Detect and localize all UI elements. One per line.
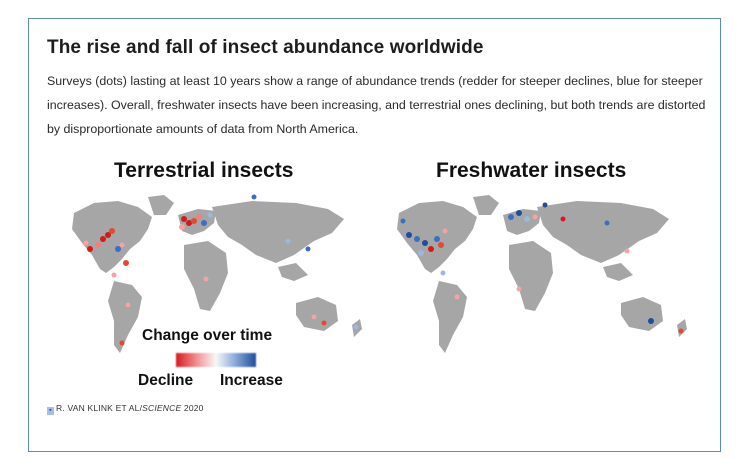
credit-logo-icon: ▪ — [47, 407, 54, 415]
greenland — [148, 195, 174, 215]
survey-dot — [119, 340, 125, 346]
survey-dot — [438, 242, 444, 248]
survey-dot — [678, 328, 684, 334]
legend-decline-label: Decline — [138, 372, 194, 389]
survey-dot — [428, 246, 434, 252]
survey-dot — [123, 260, 129, 266]
asia — [537, 201, 669, 263]
credit-year: 2020 — [181, 403, 204, 413]
survey-dot — [542, 202, 548, 208]
survey-dot — [321, 320, 327, 326]
figure-description: Surveys (dots) lasting at least 10 years… — [47, 74, 706, 136]
europe — [178, 209, 216, 235]
terrestrial-world-map — [72, 194, 362, 353]
image-credit: ▪ R. VAN KLINK ET AL/SCIENCE 2020 — [47, 403, 204, 415]
survey-dot — [87, 246, 93, 252]
survey-dot — [604, 220, 610, 226]
survey-dot — [207, 212, 213, 218]
survey-dot — [434, 236, 440, 242]
survey-dot — [196, 214, 202, 220]
survey-dot — [508, 214, 514, 220]
survey-dot — [83, 240, 89, 246]
survey-dot — [414, 236, 420, 242]
survey-dot — [95, 242, 101, 248]
africa — [184, 241, 228, 311]
south-america — [108, 281, 142, 353]
legend-title: Change over time — [142, 327, 273, 344]
survey-dot — [560, 216, 566, 222]
survey-dot — [201, 220, 207, 226]
survey-dot — [305, 246, 311, 252]
survey-dot — [422, 240, 428, 246]
freshwater-world-map — [397, 195, 687, 353]
survey-dot — [125, 302, 131, 308]
freshwater-map-title: Freshwater insects — [436, 159, 627, 182]
page-title: The rise and fall of insect abundance wo… — [47, 37, 484, 58]
survey-dot — [624, 248, 630, 254]
survey-dot — [115, 246, 121, 252]
survey-dot — [454, 294, 460, 300]
north-america — [72, 201, 152, 273]
australia — [296, 297, 338, 331]
asia — [212, 201, 344, 263]
survey-dot — [418, 250, 424, 256]
survey-dot — [179, 224, 185, 230]
survey-dot — [406, 232, 412, 238]
terrestrial-map-title: Terrestrial insects — [114, 159, 294, 182]
australia — [621, 297, 663, 331]
survey-dot — [191, 218, 197, 224]
credit-authors: R. VAN KLINK ET AL/ — [56, 403, 143, 413]
survey-dot — [400, 218, 406, 224]
southeast-asia — [603, 263, 633, 281]
survey-dot — [311, 314, 317, 320]
survey-dot — [186, 220, 192, 226]
survey-dot — [285, 238, 291, 244]
maps-figure: Terrestrial insects Freshwater insects — [56, 157, 696, 397]
africa — [509, 241, 553, 311]
survey-dot — [648, 318, 654, 324]
survey-dot — [181, 216, 187, 222]
survey-dot — [524, 216, 530, 222]
south-america — [433, 281, 467, 353]
europe — [503, 209, 541, 235]
legend-color-bar — [176, 353, 256, 367]
land-masses — [397, 195, 687, 353]
survey-dot — [532, 214, 538, 220]
southeast-asia — [278, 263, 308, 281]
survey-dot — [251, 194, 257, 200]
new-zealand — [677, 319, 687, 337]
survey-dot — [119, 242, 125, 248]
survey-dot — [111, 272, 117, 278]
survey-dot — [516, 286, 522, 292]
survey-dot — [442, 228, 448, 234]
greenland — [473, 195, 499, 215]
figure-card: The rise and fall of insect abundance wo… — [28, 18, 721, 452]
survey-dot — [100, 236, 106, 242]
survey-dots — [83, 194, 359, 346]
survey-dot — [516, 210, 522, 216]
survey-dot — [203, 276, 209, 282]
credit-journal: SCIENCE — [142, 403, 182, 413]
legend-increase-label: Increase — [220, 372, 283, 389]
survey-dot — [105, 232, 111, 238]
survey-dots — [400, 202, 684, 334]
survey-dot — [440, 270, 446, 276]
survey-dot — [353, 324, 359, 330]
change-legend: Change over time Decline Increase — [138, 327, 298, 397]
survey-dot — [109, 228, 115, 234]
land-masses — [72, 195, 362, 353]
